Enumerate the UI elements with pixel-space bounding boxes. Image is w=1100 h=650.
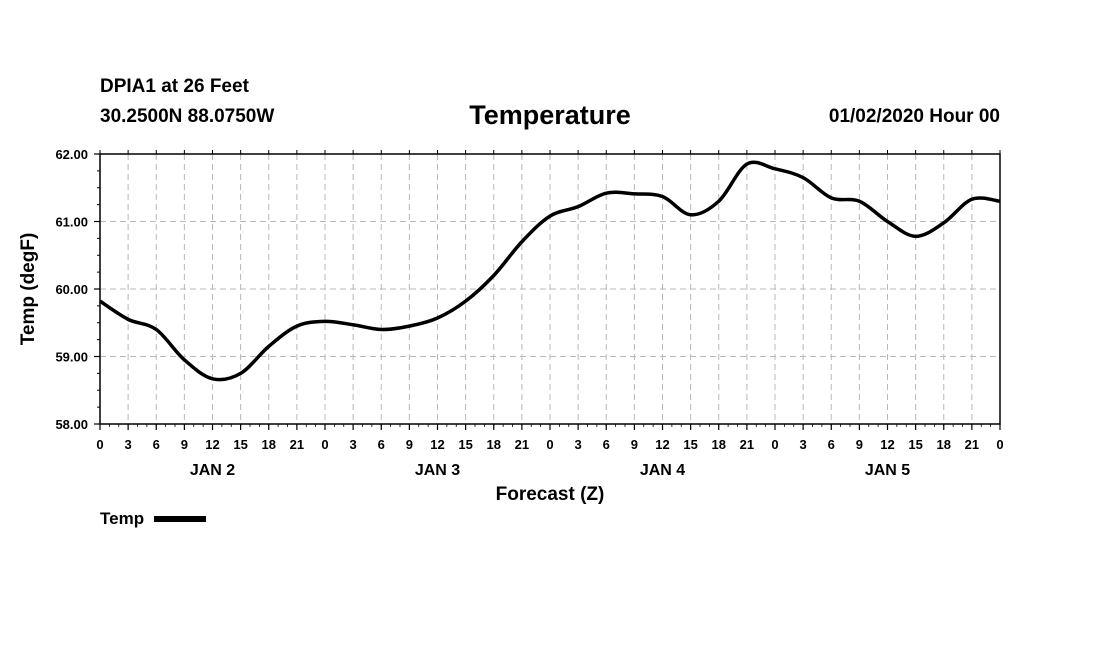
x-tick-label: 6 (828, 437, 835, 452)
axis-ticks (94, 150, 1001, 430)
x-tick-label: 15 (458, 437, 472, 452)
x-tick-label: 21 (290, 437, 304, 452)
x-tick-label: 18 (262, 437, 276, 452)
x-tick-label: 0 (996, 437, 1003, 452)
legend-swatch-temp (154, 516, 207, 522)
x-tick-label: 15 (233, 437, 247, 452)
x-tick-label: 18 (712, 437, 726, 452)
day-label: JAN 4 (640, 462, 685, 479)
x-tick-label: 3 (575, 437, 582, 452)
y-tick-labels: 58.00 59.00 60.00 61.00 62.00 (55, 147, 88, 432)
x-tick-label: 9 (631, 437, 638, 452)
x-tick-label: 6 (603, 437, 610, 452)
y-tick-label: 58.00 (55, 417, 88, 432)
x-tick-label: 9 (181, 437, 188, 452)
x-tick-label: 12 (205, 437, 219, 452)
y-tick-label: 60.00 (55, 282, 88, 297)
y-axis-label: Temp (degF) (18, 233, 39, 346)
x-tick-label: 0 (546, 437, 553, 452)
day-label: JAN 2 (190, 462, 235, 479)
x-axis-label: Forecast (Z) (496, 484, 605, 505)
day-label: JAN 5 (865, 462, 910, 479)
series-lines (99, 160, 1001, 382)
y-tick-label: 62.00 (55, 147, 88, 162)
legend: Temp (100, 509, 207, 529)
x-tick-label: 0 (96, 437, 103, 452)
x-tick-label: 9 (856, 437, 863, 452)
x-tick-label: 0 (771, 437, 778, 452)
x-tick-label: 12 (655, 437, 669, 452)
x-tick-label: 15 (683, 437, 697, 452)
x-tick-label: 6 (153, 437, 160, 452)
day-label: JAN 3 (415, 462, 460, 479)
x-tick-label: 15 (908, 437, 922, 452)
x-tick-label: 9 (406, 437, 413, 452)
chart-title: Temperature (469, 100, 631, 130)
station-label: DPIA1 at 26 Feet (100, 76, 249, 97)
grid-lines (100, 154, 1000, 424)
coordinates-label: 30.2500N 88.0750W (100, 106, 275, 127)
x-tick-label: 18 (487, 437, 501, 452)
x-tick-label: 21 (965, 437, 979, 452)
x-tick-label: 21 (515, 437, 529, 452)
x-tick-label: 12 (430, 437, 444, 452)
x-tick-label: 3 (350, 437, 357, 452)
x-tick-label: 12 (880, 437, 894, 452)
x-tick-label: 0 (321, 437, 328, 452)
x-tick-label: 18 (937, 437, 951, 452)
day-labels: JAN 2 JAN 3 JAN 4 JAN 5 (190, 462, 910, 479)
x-tick-label: 6 (378, 437, 385, 452)
y-tick-label: 61.00 (55, 215, 88, 230)
x-tick-label: 21 (740, 437, 754, 452)
x-tick-labels: 0 3 6 9 12 15 18 21 0 3 6 9 12 15 18 21 0 3 6 9 12 15 18 21 0 3 6 9… (96, 437, 1003, 452)
y-tick-label: 59.00 (55, 350, 88, 365)
series-line-temp (99, 160, 1001, 382)
x-tick-label: 3 (800, 437, 807, 452)
x-tick-label: 3 (125, 437, 132, 452)
forecast-datetime: 01/02/2020 Hour 00 (828, 106, 1000, 127)
legend-label-temp: Temp (100, 509, 145, 528)
